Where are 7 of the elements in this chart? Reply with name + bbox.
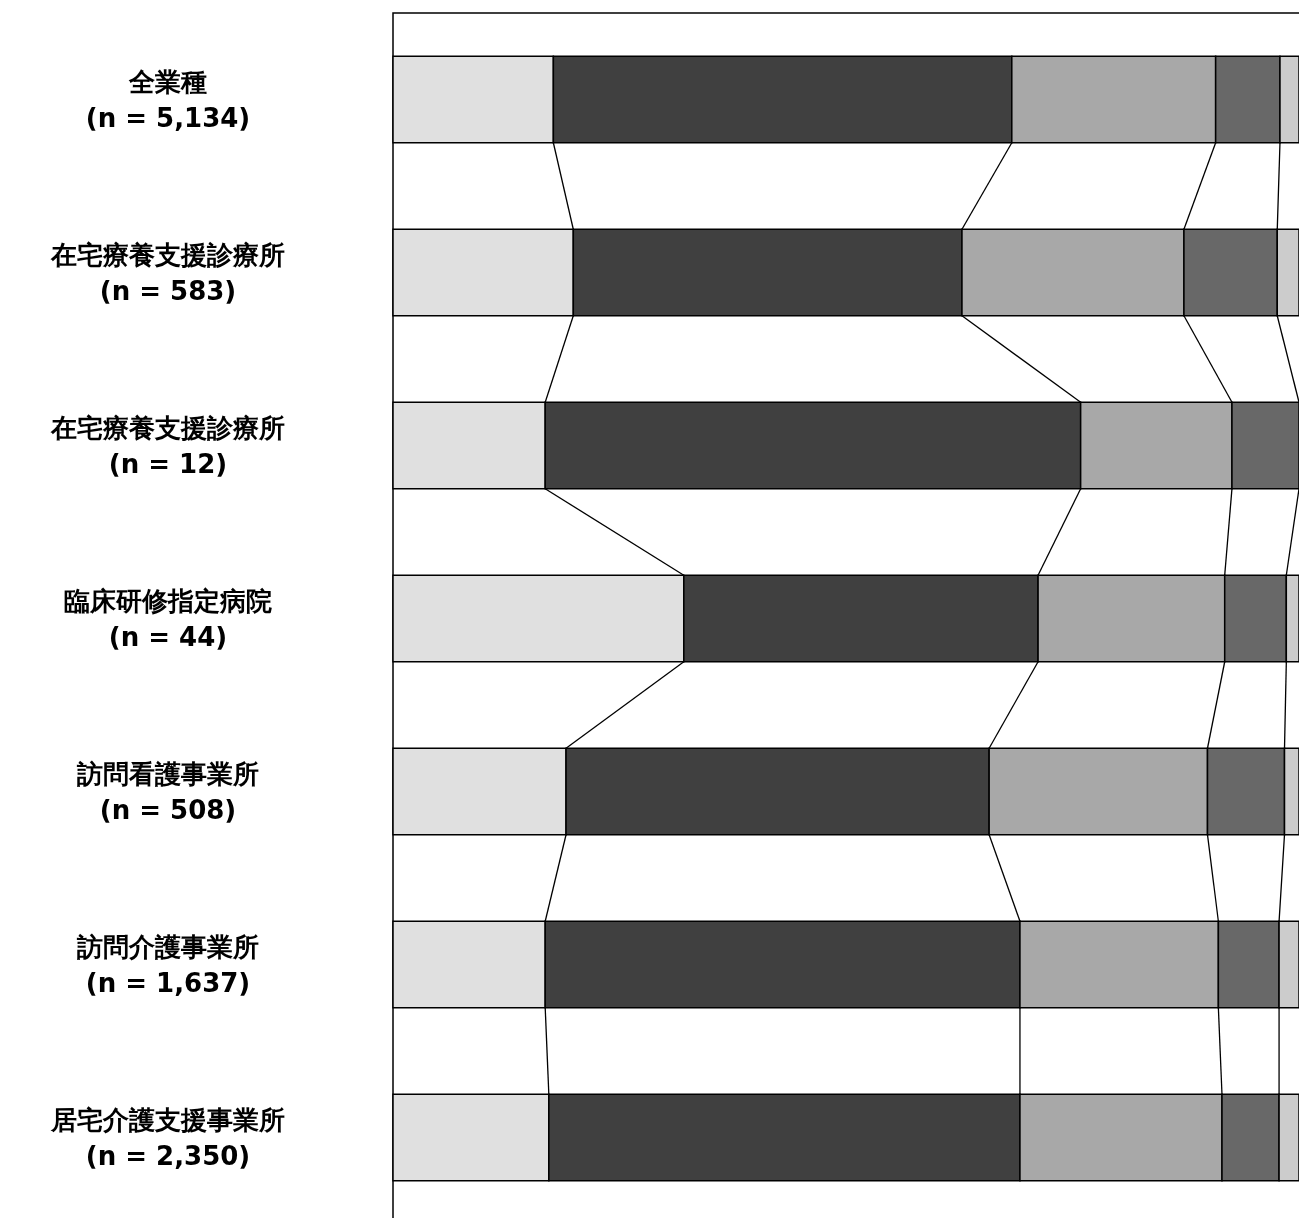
y-tick-label: 在宅療養支援診療所 (n = 12) — [50, 412, 285, 479]
y-tick-label: 訪問介護事業所 (n = 1,637) — [76, 931, 259, 998]
y-tick-label: 在宅療養支援診療所 (n = 583) — [50, 239, 285, 306]
y-tick-label: 臨床研修指定病院 (n = 44) — [64, 585, 272, 652]
y-tick-label: 全業種 (n = 5,134) — [85, 66, 251, 133]
y-tick-label: 訪問看護事業所 (n = 508) — [76, 758, 259, 825]
y-tick-label: 居宅介護支援事業所 (n = 2,350) — [50, 1104, 285, 1171]
